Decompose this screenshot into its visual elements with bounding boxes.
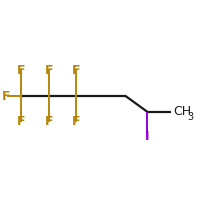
Text: F: F (17, 64, 25, 77)
Text: 3: 3 (188, 112, 194, 122)
Text: F: F (17, 115, 25, 128)
Text: F: F (44, 64, 53, 77)
Text: F: F (1, 90, 10, 103)
Text: CH: CH (173, 105, 191, 118)
Text: F: F (44, 115, 53, 128)
Text: F: F (72, 115, 81, 128)
Text: I: I (145, 130, 150, 143)
Text: F: F (72, 64, 81, 77)
